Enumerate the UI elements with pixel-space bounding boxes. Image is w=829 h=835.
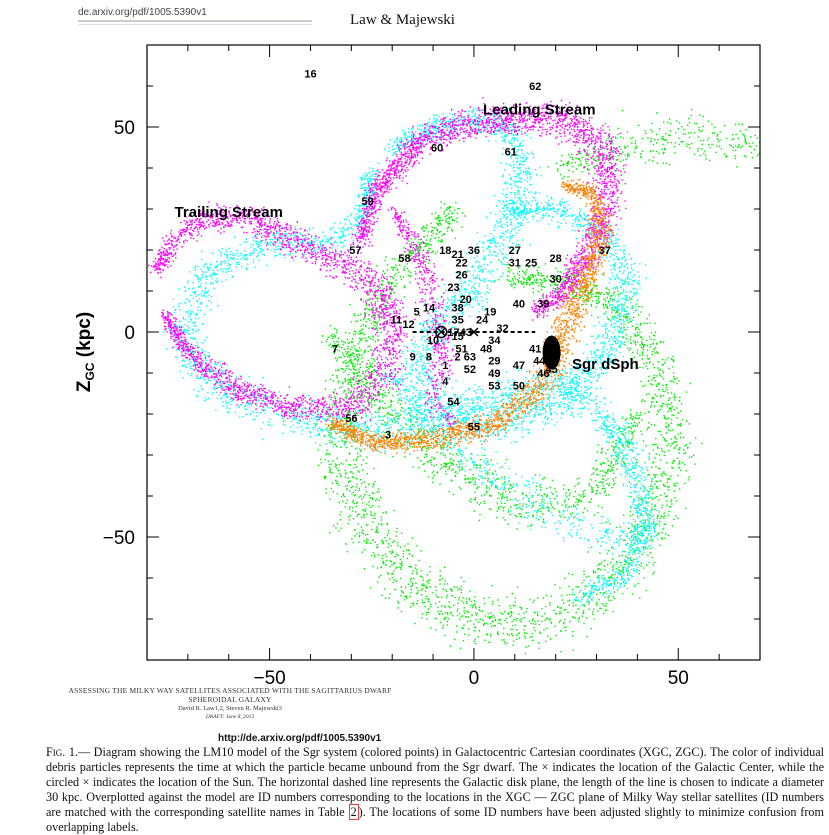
- satellite-label: 37: [599, 245, 611, 257]
- galactic-center-marker: [469, 327, 479, 337]
- running-head: Law & Majewski: [350, 12, 455, 28]
- satellite-label: 60: [431, 143, 443, 155]
- satellite-label: 7: [332, 343, 338, 355]
- inset-authors: David R. Law1,2, Steven R. Majewski3: [178, 705, 282, 712]
- satellite-label: 63: [464, 352, 476, 364]
- satellite-label: 23: [447, 282, 459, 294]
- satellite-label: 3: [385, 430, 391, 442]
- url-text[interactable]: de.arxiv.org/pdf/1005.5390v1: [78, 7, 207, 18]
- satellite-label: 43: [460, 327, 472, 339]
- table-ref-link[interactable]: 2: [348, 804, 359, 820]
- satellite-label: 40: [513, 298, 525, 310]
- stream-annotation: Leading Stream: [483, 102, 596, 119]
- sun-circle-marker: [435, 325, 448, 339]
- satellite-label: 57: [349, 245, 361, 257]
- satellite-label: 36: [468, 245, 480, 257]
- satellite-label: 31: [509, 257, 521, 269]
- satellite-label: 48: [480, 343, 492, 355]
- center-markers: [412, 325, 536, 339]
- satellite-label: 56: [345, 413, 357, 425]
- satellite-label: 27: [509, 245, 521, 257]
- satellite-label: 51: [456, 343, 468, 355]
- satellite-label: 25: [525, 257, 537, 269]
- satellite-label: 58: [398, 253, 410, 265]
- satellite-label: 26: [456, 270, 468, 282]
- satellite-label: 47: [513, 360, 525, 372]
- satellite-label: 4: [442, 376, 449, 388]
- satellite-label: 34: [488, 335, 501, 347]
- satellite-label: 16: [304, 69, 316, 81]
- satellite-label: 20: [460, 294, 472, 306]
- x-tick-label: −50: [253, 668, 285, 689]
- satellite-label: 18: [439, 245, 451, 257]
- satellite-label: 44: [533, 356, 546, 368]
- satellite-label: 59: [362, 196, 374, 208]
- satellite-label: 50: [513, 380, 525, 392]
- satellite-label: 21: [451, 249, 463, 261]
- satellite-label: 28: [550, 253, 562, 265]
- satellite-label: 8: [426, 352, 432, 364]
- satellite-label: 14: [423, 302, 436, 314]
- x-tick-label: 50: [668, 668, 689, 689]
- satellite-label: 19: [484, 307, 496, 319]
- arxiv-stamp[interactable]: http://de.arxiv.org/pdf/1005.5390v1: [218, 733, 382, 744]
- y-tick-label: 50: [114, 118, 135, 139]
- satellite-label: 30: [550, 274, 562, 286]
- satellite-label: 15: [451, 331, 463, 343]
- satellite-label: 61: [505, 147, 517, 159]
- x-tick-label: 0: [469, 668, 480, 689]
- stream-annotation: Sgr dSph: [572, 356, 639, 373]
- inset-title-line2: SPHEROIDAL GALAXY: [188, 695, 272, 704]
- satellite-label: 2: [455, 352, 461, 364]
- url-underline: [78, 20, 312, 22]
- satellite-label: 49: [488, 368, 500, 380]
- y-axis-label: ZGC (kpc): [74, 312, 97, 392]
- satellite-label: 54: [447, 397, 460, 409]
- caption-text: — Diagram showing the LM10 model of the …: [46, 745, 824, 819]
- sun-cross-marker: [437, 328, 446, 336]
- satellite-label: 41: [529, 343, 541, 355]
- stream-particles: [148, 97, 760, 655]
- satellite-label: 46: [537, 368, 549, 380]
- stream-annotation: Trailing Stream: [175, 204, 283, 221]
- satellite-label: 52: [464, 364, 476, 376]
- url-underline-secondary: [78, 24, 312, 25]
- satellite-label: 45: [545, 364, 557, 376]
- satellite-label: 11: [390, 315, 402, 327]
- satellite-label: 38: [451, 302, 463, 314]
- satellite-label: 22: [456, 257, 468, 269]
- satellite-label: 1: [442, 360, 448, 372]
- satellite-label: 53: [488, 380, 500, 392]
- satellite-label: 17: [447, 327, 459, 339]
- satellite-label: 9: [410, 352, 416, 364]
- satellite-label: 35: [451, 315, 463, 327]
- satellite-label: 29: [488, 356, 500, 368]
- sgr-core-blob: [542, 335, 561, 370]
- satellite-label: 32: [496, 323, 508, 335]
- y-tick-label: −50: [103, 528, 135, 549]
- sgr-core: [542, 335, 561, 370]
- y-tick-label: 0: [124, 323, 135, 344]
- satellite-label: 24: [476, 315, 489, 327]
- inset-draft-date: DRAFT: June 8, 2013: [205, 714, 255, 720]
- url-bar[interactable]: de.arxiv.org/pdf/1005.5390v1: [78, 6, 312, 20]
- satellite-label: 12: [402, 319, 414, 331]
- figure-caption: Fig. 1.— Diagram showing the LM10 model …: [46, 745, 824, 835]
- caption-fig-label: Fig. 1.: [46, 745, 78, 759]
- inset-title-line1: ASSESSING THE MILKY WAY SATELLITES ASSOC…: [68, 686, 392, 695]
- satellite-label: 5: [414, 307, 420, 319]
- satellite-label: 62: [529, 81, 541, 93]
- paper-inset: ASSESSING THE MILKY WAY SATELLITES ASSOC…: [0, 686, 460, 722]
- stream-annotations: Leading Stream Trailing Stream Sgr dSph: [175, 102, 639, 373]
- axis-ticks: −50 0 50 −50 0 50: [103, 44, 761, 689]
- satellite-label: 39: [537, 298, 549, 310]
- satellite-label: 55: [468, 421, 480, 433]
- plot-frame: [146, 44, 761, 661]
- caption-text-end: ). The locations of some ID numbers have…: [46, 805, 824, 834]
- satellite-label: 10: [427, 335, 439, 347]
